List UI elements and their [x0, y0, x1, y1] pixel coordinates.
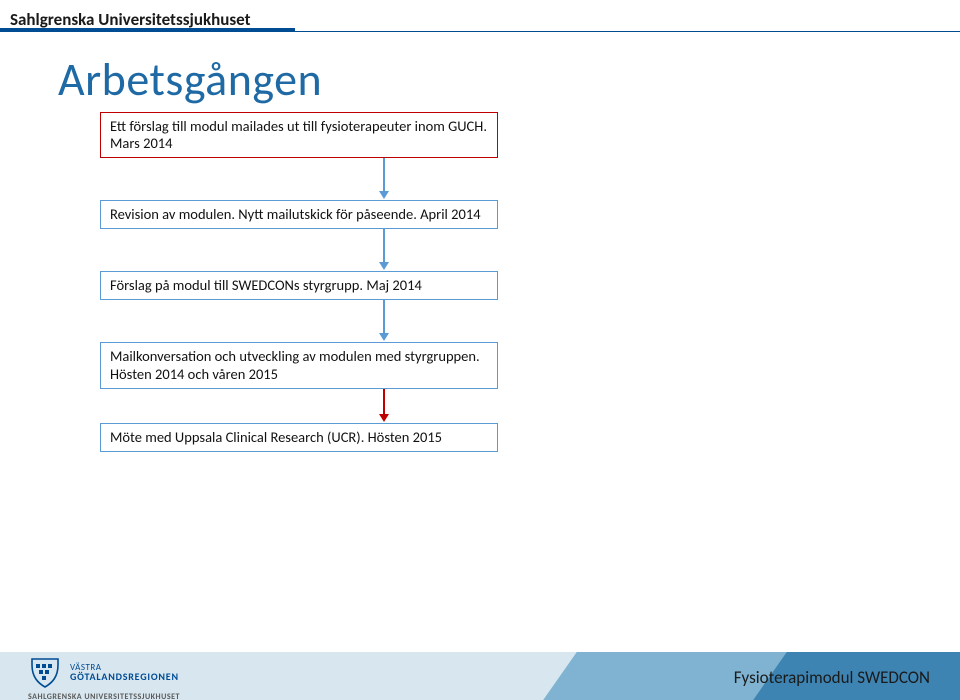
header-underline-thin	[295, 31, 960, 32]
flow-step: Ett förslag till modul mailades ut till …	[100, 112, 498, 158]
footer: VÄSTRA GÖTALANDSREGIONEN SAHLGRENSKA UNI…	[0, 622, 960, 700]
footer-hospital: SAHLGRENSKA UNIVERSITETSSJUKHUSET	[28, 692, 180, 700]
connector-arrow-icon	[379, 262, 389, 270]
header-underline-thick	[0, 28, 295, 32]
header: Sahlgrenska Universitetssjukhuset	[0, 0, 960, 34]
footer-region-line2: GÖTALANDSREGIONEN	[70, 672, 179, 683]
flow-step: Förslag på modul till SWEDCONs styrgrupp…	[100, 271, 498, 300]
flow-step: Mailkonversation och utveckling av modul…	[100, 342, 498, 388]
page-title: Arbetsgången	[58, 52, 322, 108]
flow-connector	[185, 389, 583, 423]
flow-connector	[185, 158, 583, 200]
flow-connector	[185, 229, 583, 271]
footer-right-text: Fysioterapimodul SWEDCON	[734, 667, 930, 688]
connector-line	[383, 158, 385, 192]
flow-connector	[185, 300, 583, 342]
connector-line	[383, 389, 385, 415]
footer-logo: VÄSTRA GÖTALANDSREGIONEN	[28, 656, 179, 690]
connector-arrow-icon	[379, 333, 389, 341]
connector-line	[383, 229, 385, 263]
flowchart: Ett förslag till modul mailades ut till …	[100, 112, 540, 452]
footer-logo-text: VÄSTRA GÖTALANDSREGIONEN	[70, 663, 179, 683]
flow-step: Revision av modulen. Nytt mailutskick fö…	[100, 200, 498, 229]
connector-arrow-icon	[379, 414, 389, 422]
slide: Sahlgrenska Universitetssjukhuset Arbets…	[0, 0, 960, 700]
connector-line	[383, 300, 385, 334]
connector-arrow-icon	[379, 191, 389, 199]
region-crest-icon	[28, 656, 62, 690]
flow-step: Möte med Uppsala Clinical Research (UCR)…	[100, 423, 498, 452]
